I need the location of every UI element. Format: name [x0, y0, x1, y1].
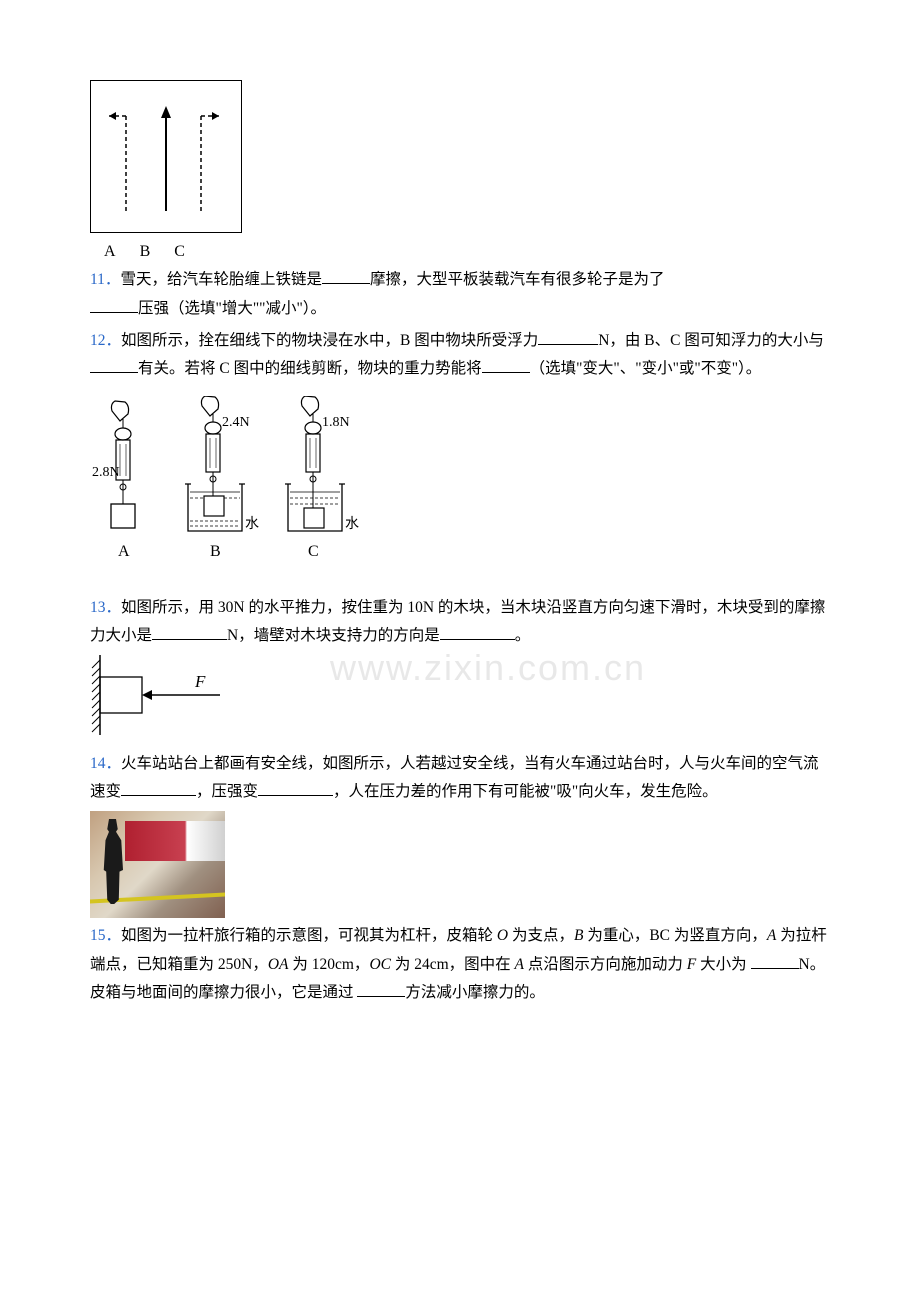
q14-blank2 — [258, 779, 333, 796]
q15-text3: 为重心，BC 为竖直方向， — [583, 927, 766, 944]
question-11: 11．雪天，给汽车轮胎缠上铁链是 摩擦，大型平板装载汽车有很多轮子是为了压强（选填… — [90, 266, 830, 323]
q12-blank1 — [538, 328, 598, 345]
q13-force-label: F — [194, 672, 206, 691]
q15-var-oa: OA — [268, 956, 289, 973]
q12-blank2 — [90, 356, 138, 373]
figure-q13: F — [90, 655, 830, 746]
q15-var-a2: A — [515, 956, 524, 973]
q13-text2: N，墙壁对木块支持力的方向是 — [227, 627, 440, 644]
figure-q14-photo — [90, 811, 225, 918]
q15-var-f: F — [687, 956, 696, 973]
question-12: 12．如图所示，拴在细线下的物块浸在水中，B 图中物块所受浮力 N，由 B、C 图… — [90, 327, 830, 384]
q15-text6: 为 24cm，图中在 — [391, 956, 515, 973]
q11-text3: 压强（选填"增大""减小"）。 — [138, 300, 326, 317]
q14-text2: ，压强变 — [196, 783, 258, 800]
q13-text3: 。 — [515, 627, 531, 644]
q14-num: 14． — [90, 755, 121, 772]
q15-text2: 为支点， — [508, 927, 574, 944]
q11-blank1 — [322, 267, 370, 284]
fig1-label-c: C — [174, 237, 185, 267]
q15-var-oc: OC — [369, 956, 391, 973]
q11-text1: 雪天，给汽车轮胎缠上铁链是 — [120, 271, 322, 288]
q12-num: 12． — [90, 332, 121, 349]
q12-val-c: 1.8N — [322, 415, 350, 430]
figure-arrows: A B C — [90, 80, 830, 266]
q13-blank2 — [440, 623, 515, 640]
q12-text2: N，由 B、C 图可知浮力的大小与 — [598, 332, 824, 349]
q13-blank1 — [152, 623, 227, 640]
fig1-label-a: A — [104, 237, 116, 267]
q15-var-a: A — [767, 927, 776, 944]
q14-blank1 — [121, 779, 196, 796]
q15-blank1 — [751, 952, 799, 969]
q11-num: 11． — [90, 271, 120, 288]
q13-num: 13． — [90, 599, 121, 616]
q11-text2: 摩擦，大型平板装载汽车有很多轮子是为了 — [370, 271, 665, 288]
q12-val-b: 2.4N — [222, 415, 250, 430]
q12-text4: （选填"变大"、"变小"或"不变"）。 — [530, 360, 762, 377]
q15-text10: 方法减小摩擦力的。 — [405, 984, 545, 1001]
q12-label-a: A — [118, 543, 130, 560]
q15-text7: 点沿图示方向施加动力 — [524, 956, 687, 973]
q12-blank3 — [482, 356, 530, 373]
q14-text3: ，人在压力差的作用下有可能被"吸"向火车，发生危险。 — [333, 783, 718, 800]
q12-text1: 如图所示，拴在细线下的物块浸在水中，B 图中物块所受浮力 — [121, 332, 538, 349]
q12-text3: 有关。若将 C 图中的细线剪断，物块的重力势能将 — [138, 360, 482, 377]
q11-blank2 — [90, 296, 138, 313]
q15-blank2 — [357, 980, 405, 997]
q12-label-c: C — [308, 543, 319, 560]
fig1-label-b: B — [140, 237, 151, 267]
question-15: 15．如图为一拉杆旅行箱的示意图，可视其为杠杆，皮箱轮 O 为支点，B 为重心，… — [90, 922, 830, 1008]
q12-val-a: 2.8N — [92, 465, 120, 480]
q15-text1: 如图为一拉杆旅行箱的示意图，可视其为杠杆，皮箱轮 — [121, 927, 497, 944]
q12-liquid-b: 水 — [245, 516, 259, 532]
q15-text5: 为 120cm， — [289, 956, 370, 973]
question-14: 14．火车站站台上都画有安全线，如图所示，人若越过安全线，当有火车通过站台时，人… — [90, 750, 830, 807]
q12-liquid-c: 水 — [345, 516, 359, 532]
q15-var-o: O — [497, 927, 508, 944]
q12-label-b: B — [210, 543, 221, 560]
q15-text8: 大小为 — [696, 956, 750, 973]
question-13: 13．如图所示，用 30N 的水平推力，按住重为 10N 的木块，当木块沿竖直方… — [90, 594, 830, 651]
figure-q12: 2.8N 2.4N 水 — [90, 396, 830, 582]
q15-num: 15． — [90, 927, 121, 944]
